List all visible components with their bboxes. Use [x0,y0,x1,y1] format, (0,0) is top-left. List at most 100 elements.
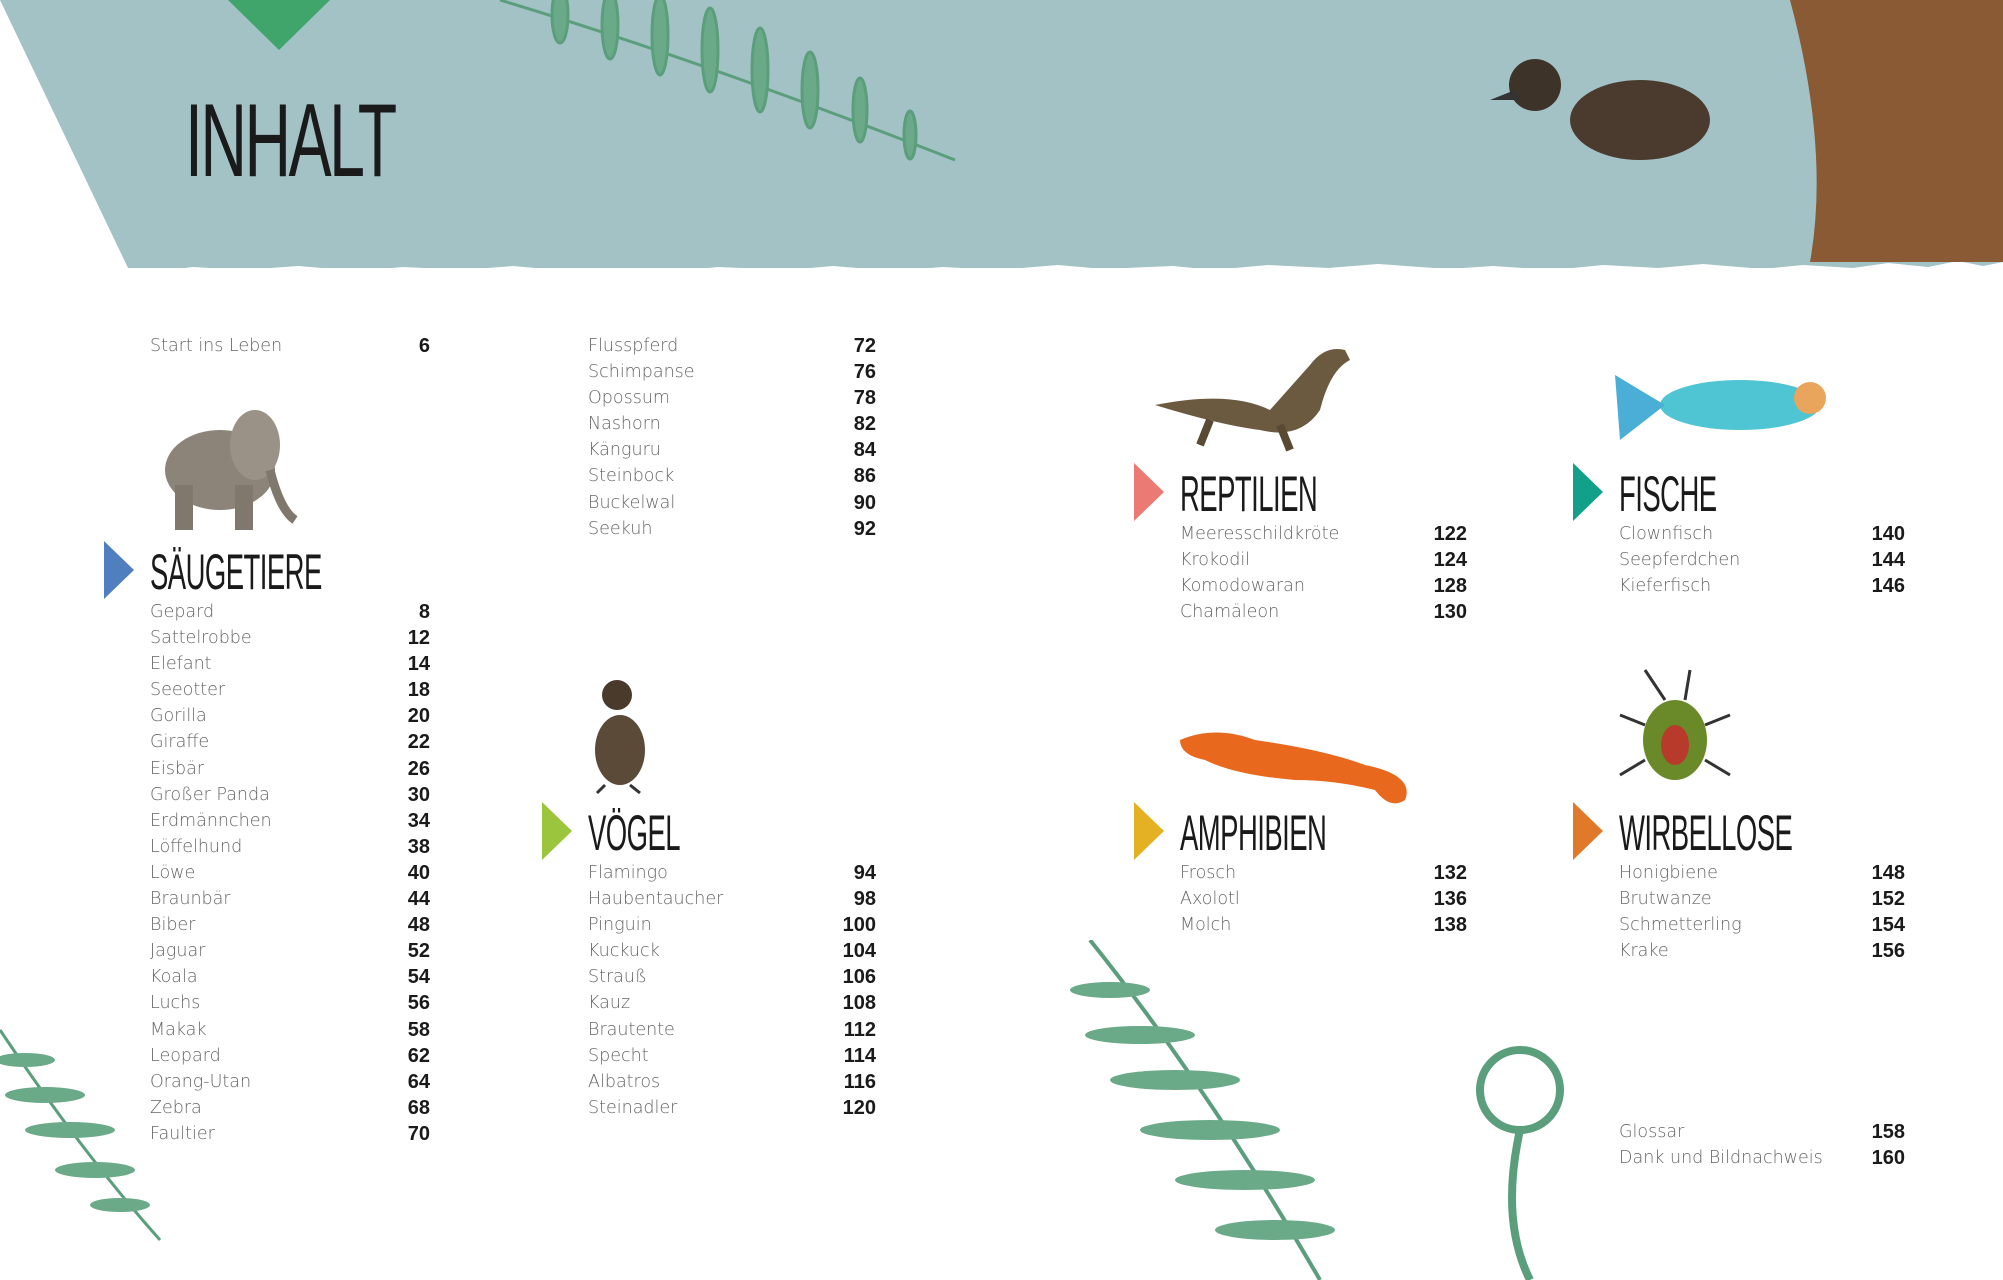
entry-label: Giraffe [150,732,210,753]
toc-entry[interactable]: Flusspferd 72 [588,333,876,359]
intro-list: Start ins Leben 6 [150,333,430,359]
toc-entry[interactable]: Elefant 14 [150,651,430,677]
entry-page: 70 [407,1122,430,1145]
toc-entry[interactable]: Opossum 78 [588,385,876,411]
toc-entry[interactable]: Koala 54 [150,964,430,990]
toc-entry[interactable]: Gorilla 20 [150,703,430,729]
toc-entry[interactable]: Pinguin 100 [588,912,876,938]
section-saeugetiere: SÄUGETIERE Gepard 8 Sattelrobbe 12 Elefant 14 S… [104,541,430,1147]
triangle-marker-icon [1573,463,1603,521]
fern-icon [499,0,956,162]
toc-entry[interactable]: Strauß 106 [588,964,876,990]
toc-entry[interactable]: Chamäleon 130 [1180,599,1467,625]
entry-label: Specht [588,1045,649,1066]
toc-entry[interactable]: Erdmännchen 34 [150,808,430,834]
toc-entry[interactable]: Honigbiene 148 [1619,860,1905,886]
toc-entry[interactable]: Jaguar 52 [150,938,430,964]
duckling-image [595,680,645,795]
toc-entry[interactable]: Frosch 132 [1180,860,1467,886]
section-heading: WIRBELLOSE [1573,802,1905,860]
entry-label: Zebra [150,1097,202,1118]
toc-entry[interactable]: Makak 58 [150,1017,430,1043]
toc-entry[interactable]: Dank und Bildnachweis 160 [1619,1147,1905,1170]
toc-entry[interactable]: Orang-Utan 64 [150,1069,430,1095]
toc-entry[interactable]: Leopard 62 [150,1043,430,1069]
entry-page: 40 [407,861,430,884]
toc-entry[interactable]: Kauz 108 [588,990,876,1016]
entry-label: Nashorn [588,414,661,435]
toc-entry[interactable]: Krokodil 124 [1180,547,1467,573]
toc-entry[interactable]: Biber 48 [150,912,430,938]
entry-page: 148 [1871,862,1905,884]
toc-entry[interactable]: Giraffe 22 [150,729,430,755]
toc-entry[interactable]: Molch 138 [1180,912,1467,938]
toc-entry[interactable]: Brutwanze 152 [1619,886,1905,912]
section-heading: VÖGEL [542,802,876,860]
newt-image [1180,732,1407,804]
entry-label: Schmetterling [1619,915,1742,936]
toc-entry[interactable]: Albatros 116 [588,1069,876,1095]
section-heading: SÄUGETIERE [104,541,430,599]
entry-label: Steinbock [588,466,675,487]
toc-entry[interactable]: Eisbär 26 [150,756,430,782]
section-heading: REPTILIEN [1134,463,1467,521]
entry-label: Komodowaran [1180,576,1305,597]
toc-entry[interactable]: Sattelrobbe 12 [150,625,430,651]
entry-page: 86 [853,465,876,488]
toc-entry[interactable]: Faultier 70 [150,1121,430,1147]
toc-entry[interactable]: Schimpanse 76 [588,359,876,385]
toc-entry[interactable]: Seeotter 18 [150,677,430,703]
toc-entry[interactable]: Großer Panda 30 [150,782,430,808]
green-marker-icon [228,0,330,50]
entry-page: 78 [853,387,876,410]
entry-label: Elefant [150,654,212,675]
entry-page: 106 [842,966,876,989]
toc-entry[interactable]: Braunbär 44 [150,886,430,912]
entry-page: 120 [842,1096,876,1119]
toc-entry[interactable]: Nashorn 82 [588,411,876,437]
entry-label: Orang-Utan [150,1071,252,1092]
entry-page: 58 [407,1018,430,1041]
entry-page: 122 [1433,523,1467,545]
toc-entry[interactable]: Luchs 56 [150,990,430,1016]
section-amphibien: AMPHIBIEN Frosch 132 Axolotl 136 Molch 138 [1134,802,1467,938]
entry-label: Braunbär [150,889,231,910]
toc-entry[interactable]: Zebra 68 [150,1095,430,1121]
fern-icon [1070,940,1564,1280]
toc-entry[interactable]: Seekuh 92 [588,516,876,542]
toc-entry[interactable]: Glossar 158 [1619,1121,1905,1143]
toc-entry[interactable]: Buckelwal 90 [588,490,876,516]
entry-page: 130 [1433,601,1467,624]
toc-entry[interactable]: Steinbock 86 [588,463,876,489]
toc-entry[interactable]: Kuckuck 104 [588,938,876,964]
toc-entry[interactable]: Start ins Leben 6 [150,335,430,357]
toc-entry[interactable]: Axolotl 136 [1180,886,1467,912]
entry-page: 114 [843,1044,876,1067]
entry-label: Biber [150,915,196,936]
toc-entry[interactable]: Löwe 40 [150,860,430,886]
entry-page: 44 [407,888,430,911]
toc-entry[interactable]: Meeresschildkröte 122 [1180,521,1467,547]
entry-label: Makak [150,1019,207,1040]
section-reptilien: REPTILIEN Meeresschildkröte 122 Krokodil 124… [1134,463,1467,625]
entry-page: 94 [853,862,876,884]
entry-label: Faultier [150,1123,215,1144]
toc-entry[interactable]: Steinadler 120 [588,1095,876,1121]
entry-page: 92 [853,517,876,540]
toc-entry[interactable]: Flamingo 94 [588,860,876,886]
toc-entry[interactable]: Haubentaucher 98 [588,886,876,912]
entry-page: 8 [418,601,430,623]
toc-entry[interactable]: Löffelhund 38 [150,834,430,860]
toc-entry[interactable]: Brautente 112 [588,1017,876,1043]
toc-entry[interactable]: Schmetterling 154 [1619,912,1905,938]
toc-entry[interactable]: Känguru 84 [588,437,876,463]
toc-entry[interactable]: Seepferdchen 144 [1619,547,1905,573]
toc-entry[interactable]: Clownfisch 140 [1619,521,1905,547]
toc-entry[interactable]: Komodowaran 128 [1180,573,1467,599]
entry-label: Känguru [588,440,661,461]
toc-entry[interactable]: Kieferfisch 146 [1619,573,1905,599]
toc-entry[interactable]: Specht 114 [588,1043,876,1069]
toc-entry[interactable]: Gepard 8 [150,599,430,625]
toc-entry[interactable]: Krake 156 [1619,938,1905,964]
entry-label: Steinadler [588,1097,678,1118]
